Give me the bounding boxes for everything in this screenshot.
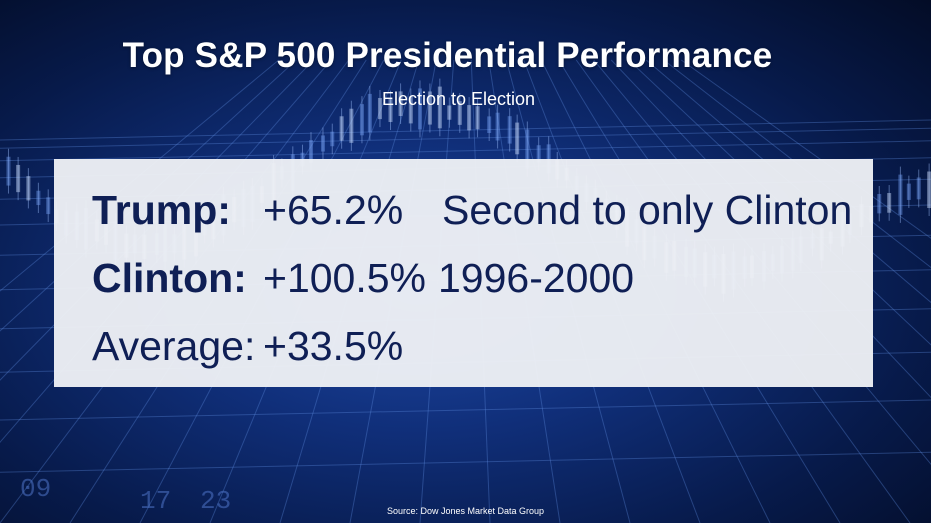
candlestick xyxy=(887,185,892,221)
clinton-value: +100.5% xyxy=(263,255,426,301)
grid-line-horizontal xyxy=(0,127,931,149)
candlestick xyxy=(467,97,472,139)
candlestick xyxy=(417,80,422,138)
candlestick xyxy=(475,98,480,138)
average-label: Average: xyxy=(92,323,256,369)
candlestick xyxy=(320,127,325,160)
clinton-label: Clinton: xyxy=(92,255,247,301)
candlestick xyxy=(447,97,452,128)
candlestick xyxy=(330,123,335,155)
candlestick xyxy=(916,169,921,208)
candlestick xyxy=(437,78,442,137)
headline-subtitle: Election to Election xyxy=(381,89,536,109)
candlestick xyxy=(36,182,41,214)
candlestick xyxy=(398,83,403,125)
grid-line-vertical xyxy=(680,59,931,239)
candlestick xyxy=(906,175,911,208)
candlestick xyxy=(46,189,51,223)
candlestick xyxy=(6,148,11,194)
candlestick xyxy=(927,163,931,217)
grid-line-vertical xyxy=(0,59,297,332)
grid-line-vertical xyxy=(663,59,931,269)
candlestick xyxy=(367,85,372,141)
grid-line-vertical xyxy=(628,59,931,346)
candlestick xyxy=(16,156,21,201)
candlestick xyxy=(408,88,413,132)
candlestick xyxy=(457,93,462,133)
headline-title: Top S&P 500 Presidential Performance xyxy=(122,36,773,75)
candlestick xyxy=(495,104,500,149)
candlestick xyxy=(377,89,382,128)
trump-label: Trump: xyxy=(92,187,231,233)
background-digits-3: 23 xyxy=(200,486,231,516)
candlestick xyxy=(359,96,364,144)
candlestick xyxy=(898,166,903,223)
background-digits-2: 17 xyxy=(140,486,171,516)
source-credit: Source: Dow Jones Market Data Group xyxy=(386,506,545,516)
candlestick xyxy=(26,168,31,209)
grid-line-vertical xyxy=(645,59,931,304)
candlestick xyxy=(487,108,492,142)
grid-line-horizontal xyxy=(0,119,931,141)
trump-note: Second to only Clinton xyxy=(442,187,853,233)
candlestick xyxy=(507,108,512,152)
clinton-note: 1996-2000 xyxy=(438,255,635,301)
candlestick xyxy=(339,108,344,149)
grid-line-horizontal xyxy=(0,140,931,162)
candlestick xyxy=(388,90,393,131)
candlestick xyxy=(349,100,354,151)
average-value: +33.5% xyxy=(263,323,404,369)
grid-line-horizontal xyxy=(0,451,931,473)
grid-line-vertical xyxy=(0,59,280,292)
candlestick xyxy=(877,186,882,222)
candlestick xyxy=(515,114,520,163)
grid-line-horizontal xyxy=(0,399,931,421)
background-digits-1: 09 xyxy=(20,474,51,504)
performance-panel: Trump: +65.2% Second to only Clinton Cli… xyxy=(54,159,873,387)
trump-value: +65.2% xyxy=(263,187,404,233)
candlestick xyxy=(427,83,432,133)
